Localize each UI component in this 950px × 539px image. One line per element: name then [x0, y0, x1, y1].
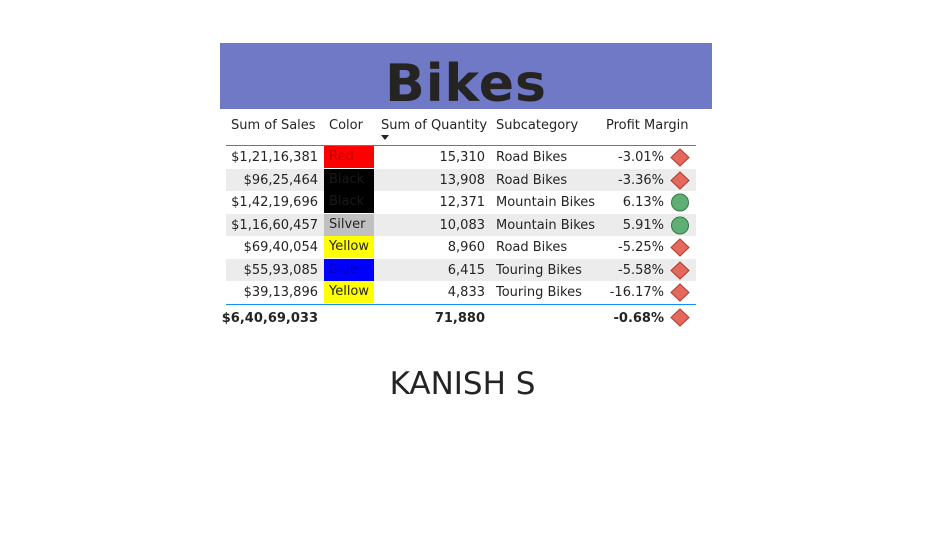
table-row[interactable]: $69,40,054 Yellow 8,960 Road Bikes -5.25%: [226, 236, 696, 259]
profit-margin-cell: -5.58%: [618, 262, 664, 278]
total-quantity: 71,880: [434, 310, 485, 326]
total-sales: $6,40,69,033: [221, 310, 318, 326]
red-diamond-icon: [670, 307, 690, 327]
red-diamond-icon: [670, 148, 690, 167]
subcategory-cell: Touring Bikes: [496, 262, 582, 278]
color-cell: Blue: [324, 258, 374, 281]
profit-margin-cell: 6.13%: [622, 195, 664, 210]
column-header-sales[interactable]: Sum of Sales: [231, 118, 316, 133]
bikes-table: Sum of Sales Color Sum of Quantity Subca…: [222, 112, 696, 329]
quantity-cell: 12,371: [439, 195, 486, 210]
red-diamond-icon: [670, 260, 690, 280]
color-cell: Yellow: [324, 236, 374, 258]
totals-row: $6,40,69,033 71,880 -0.68%: [222, 303, 696, 329]
table-row[interactable]: $1,16,60,457 Silver 10,083 Mountain Bikes 5.…: [226, 213, 696, 236]
sales-cell: $96,25,464: [243, 172, 318, 188]
subcategory-cell: Mountain Bikes: [496, 195, 596, 210]
quantity-cell: 6,415: [447, 262, 485, 278]
profit-margin-cell: -3.36%: [618, 172, 664, 188]
profit-margin-cell: -16.17%: [609, 285, 664, 300]
sales-cell: $1,42,19,696: [231, 195, 318, 210]
red-diamond-icon: [670, 170, 690, 190]
table-body: $1,21,16,381 Red 15,310 Road Bikes -3.01% $96…: [226, 146, 696, 304]
table-row[interactable]: $55,93,085 Blue 6,415 Touring Bikes -5.58%: [226, 258, 696, 281]
table-header: Sum of Sales Color Sum of Quantity Subca…: [226, 112, 696, 146]
color-cell: Yellow: [324, 281, 374, 303]
page-title: Bikes: [385, 54, 547, 109]
author-name: KANISH S: [389, 366, 536, 402]
red-diamond-icon: [670, 238, 690, 257]
quantity-cell: 8,960: [447, 240, 485, 255]
red-diamond-icon: [670, 283, 690, 302]
column-header-subcategory[interactable]: Subcategory: [496, 118, 579, 133]
sales-cell: $1,21,16,381: [231, 150, 318, 165]
sales-cell: $55,93,085: [243, 262, 318, 278]
sales-cell: $1,16,60,457: [231, 217, 318, 233]
total-profit-margin: -0.68%: [613, 310, 665, 326]
green-circle-icon: [671, 216, 689, 234]
sales-cell: $69,40,054: [243, 240, 318, 255]
table-row[interactable]: $96,25,464 Black 13,908 Road Bikes -3.36%: [226, 168, 696, 191]
subcategory-cell: Road Bikes: [496, 172, 568, 188]
table-row[interactable]: $1,42,19,696 Black 12,371 Mountain Bikes 6.1…: [226, 191, 696, 214]
quantity-cell: 15,310: [439, 150, 486, 165]
quantity-cell: 10,083: [439, 217, 486, 233]
color-cell: Black: [324, 191, 374, 213]
subcategory-cell: Touring Bikes: [496, 285, 582, 300]
color-cell: Silver: [324, 213, 374, 236]
quantity-cell: 4,833: [447, 285, 485, 300]
sales-cell: $39,13,896: [243, 285, 318, 300]
column-header-quantity[interactable]: Sum of Quantity: [381, 118, 488, 133]
color-cell: Red: [324, 146, 374, 168]
profit-margin-cell: -5.25%: [618, 240, 664, 255]
title-banner: Bikes: [220, 43, 712, 109]
table-row[interactable]: $39,13,896 Yellow 4,833 Touring Bikes -16.17…: [226, 281, 696, 304]
subcategory-cell: Mountain Bikes: [496, 217, 596, 233]
subcategory-cell: Road Bikes: [496, 150, 568, 165]
quantity-cell: 13,908: [439, 172, 486, 188]
green-circle-icon: [671, 193, 689, 212]
column-header-color[interactable]: Color: [329, 118, 363, 133]
color-cell: Black: [324, 168, 374, 191]
column-header-profit-margin[interactable]: Profit Margin: [606, 118, 689, 133]
profit-margin-cell: -3.01%: [618, 150, 664, 165]
subcategory-cell: Road Bikes: [496, 240, 568, 255]
profit-margin-cell: 5.91%: [622, 217, 664, 233]
sort-descending-icon[interactable]: [381, 135, 389, 140]
table-row[interactable]: $1,21,16,381 Red 15,310 Road Bikes -3.01%: [226, 146, 696, 169]
